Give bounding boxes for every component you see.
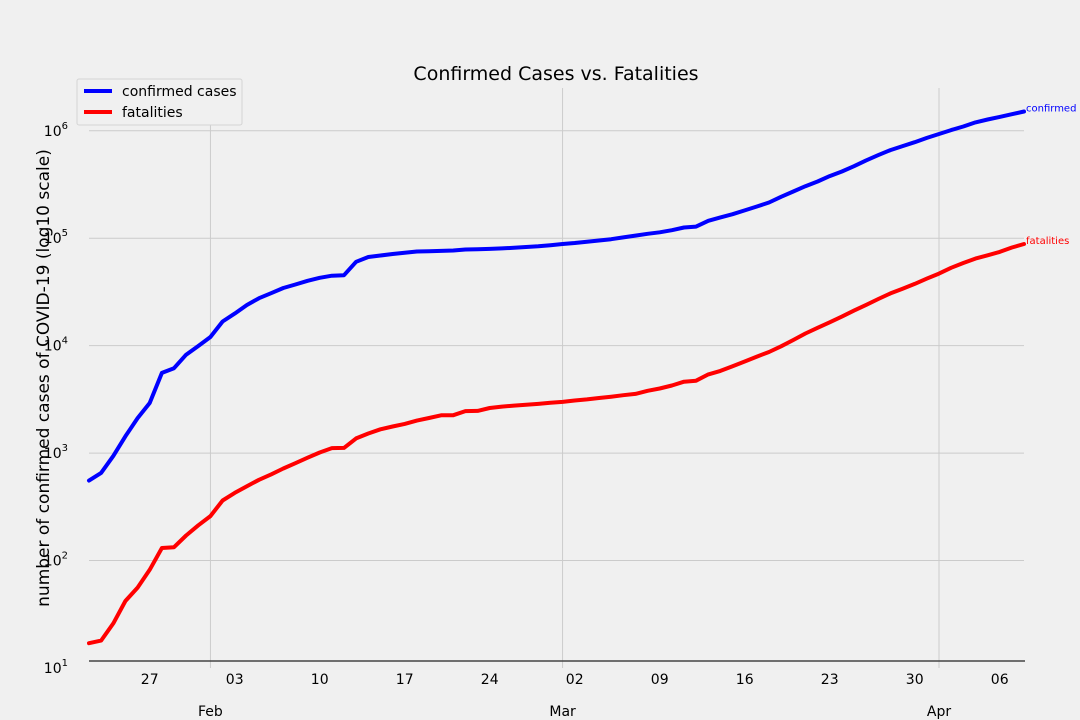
x-tick-label: 17 bbox=[396, 672, 414, 688]
series-line-fatalities bbox=[87, 242, 1026, 646]
legend: confirmed cases fatalities bbox=[76, 78, 243, 126]
chart-title: Confirmed Cases vs. Fatalities bbox=[413, 63, 698, 85]
x-tick-label: 06 bbox=[991, 672, 1009, 688]
x-tick-label: 16 bbox=[736, 672, 754, 688]
y-tick-label: 106 bbox=[44, 121, 68, 140]
x-tick-label: 02 bbox=[566, 672, 584, 688]
x-tick-label: 24 bbox=[481, 672, 499, 688]
x-tick-label: 27 bbox=[141, 672, 159, 688]
x-tick-label: 09 bbox=[651, 672, 669, 688]
y-tick-label: 102 bbox=[44, 551, 68, 570]
grid bbox=[89, 88, 1024, 668]
x-major-tick-label: Mar bbox=[549, 704, 576, 720]
y-axis-ticks: 101 102 103 104 105 106 bbox=[44, 121, 68, 677]
x-tick-label: 03 bbox=[226, 672, 244, 688]
x-tick-label: 10 bbox=[311, 672, 329, 688]
x-major-tick-label: Feb bbox=[198, 704, 223, 720]
series-end-label: fatalities bbox=[1026, 236, 1069, 247]
y-axis-label: number of confirmed cases of COVID-19 (l… bbox=[34, 149, 54, 607]
x-major-tick-label: Apr bbox=[927, 704, 951, 720]
x-tick-label: 23 bbox=[821, 672, 839, 688]
series-layer bbox=[87, 109, 1026, 646]
y-tick-label: 103 bbox=[44, 443, 68, 462]
x-axis-ticks: Feb Mar Apr 27 03 10 17 24 02 09 16 23 30 06 bbox=[141, 672, 1009, 720]
series-line-confirmed-cases bbox=[87, 109, 1026, 483]
legend-label: fatalities bbox=[122, 105, 183, 121]
legend-box bbox=[76, 78, 243, 126]
series-end-label: confirmed bbox=[1026, 103, 1076, 114]
y-tick-label: 105 bbox=[44, 228, 68, 247]
end-labels: confirmed fatalities bbox=[1026, 103, 1076, 246]
y-tick-label: 101 bbox=[44, 658, 68, 677]
legend-label: confirmed cases bbox=[122, 84, 237, 100]
x-tick-label: 30 bbox=[906, 672, 924, 688]
y-tick-label: 104 bbox=[44, 336, 68, 355]
